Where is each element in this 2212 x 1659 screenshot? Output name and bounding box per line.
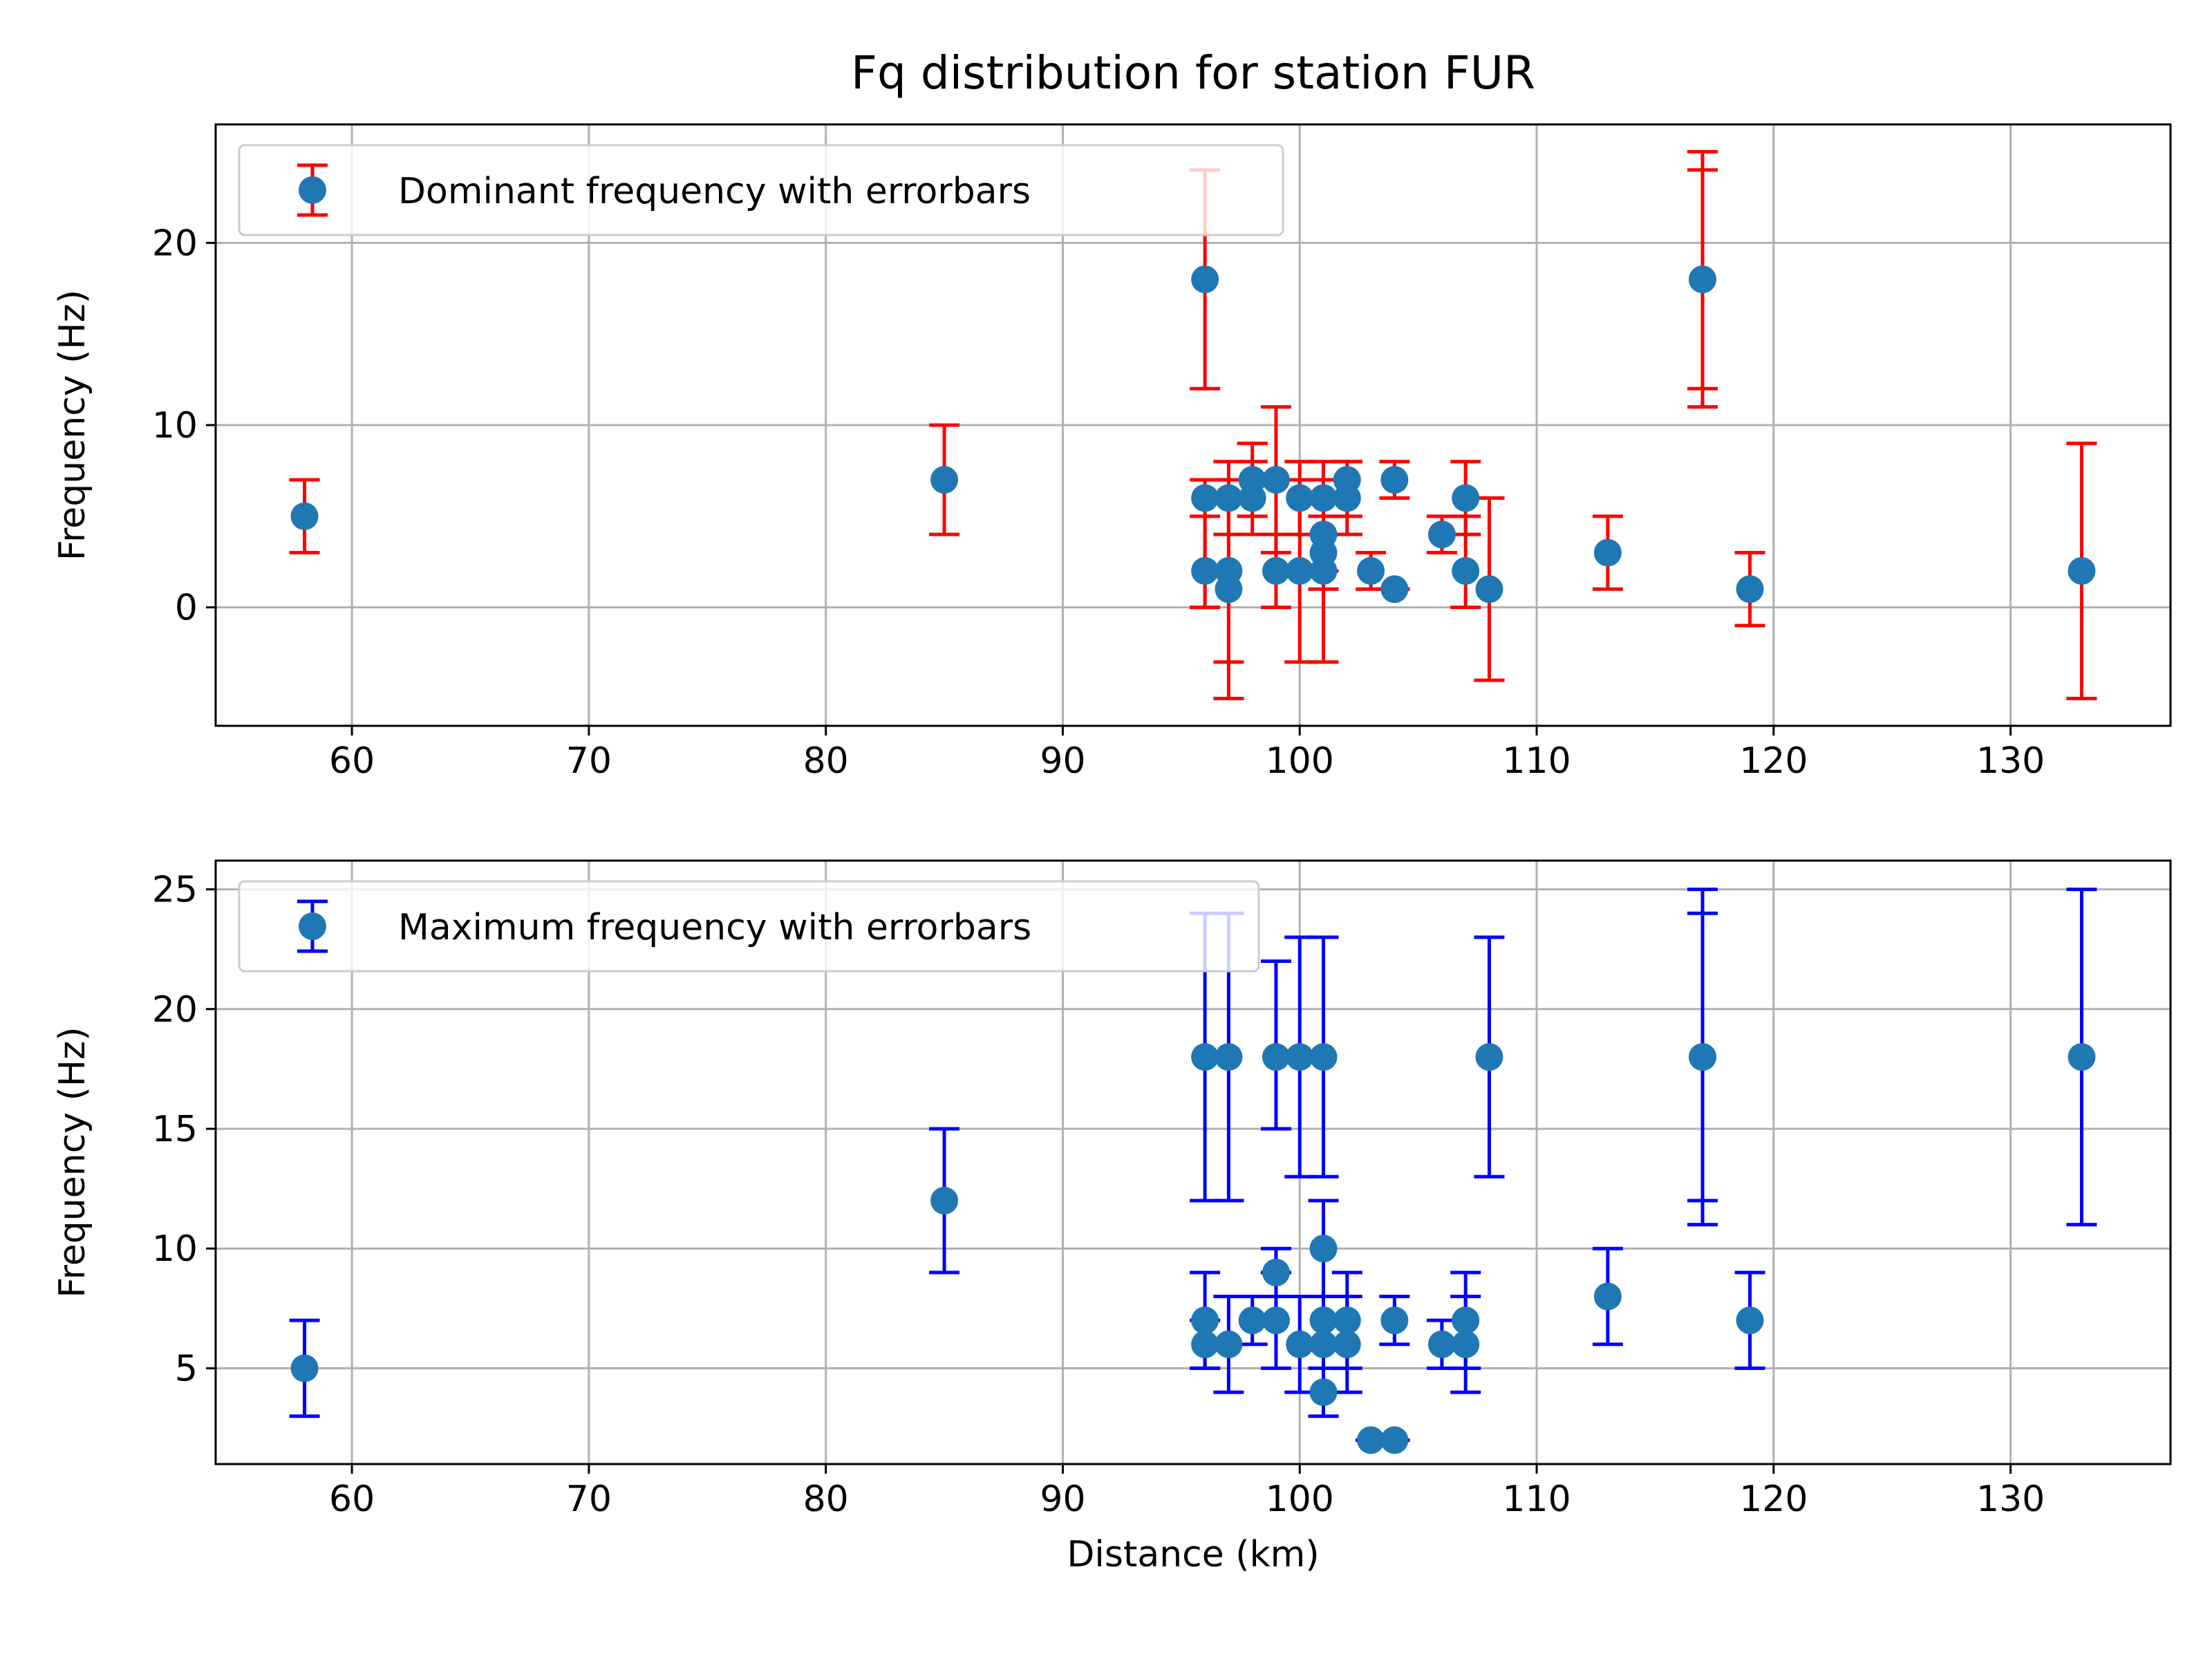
data-point [1427,521,1456,549]
legend-marker [299,912,326,940]
legend-box [238,880,1260,973]
data-point [1736,575,1764,603]
data-point [1380,466,1409,494]
data-point [1427,1330,1456,1358]
legend-label: Maximum frequency with errorbars [398,907,1031,948]
data-point [1380,1306,1409,1335]
legend: Dominant frequency with errorbars [238,144,1284,236]
x-tick-label: 130 [1976,1479,2045,1520]
x-tick-label: 120 [1739,1479,1808,1520]
data-point [1452,1330,1480,1358]
data-point [1475,575,1503,603]
data-point [1191,265,1219,294]
x-tick-label: 90 [1040,1479,1085,1520]
x-tick-label: 70 [566,740,612,782]
data-point [1215,1043,1243,1071]
data-point [1286,556,1314,585]
data-point [1309,1330,1338,1358]
data-point [1238,1306,1266,1335]
data-point [2068,1043,2096,1071]
data-point [1688,1043,1716,1071]
legend-box [238,144,1284,236]
data-point [1191,1306,1219,1335]
data-point [290,1354,319,1382]
data-point [1452,484,1480,512]
data-point [1593,1282,1622,1311]
y-tick-label: 10 [152,405,198,447]
x-tick-label: 120 [1739,740,1808,782]
data-point [1309,1043,1338,1071]
data-point [1333,1330,1361,1358]
y-tick-label: 0 [175,588,198,629]
data-point [1215,484,1243,512]
data-point [1286,484,1314,512]
x-tick-label: 70 [566,1479,612,1520]
x-tick-label: 100 [1266,1479,1334,1520]
data-point [1357,1426,1385,1454]
y-tick-label: 10 [152,1228,198,1270]
x-tick-label: 60 [329,1479,375,1520]
data-point [1215,1330,1243,1358]
data-point [930,466,959,494]
data-point [930,1186,959,1215]
x-tick-label: 80 [803,740,849,782]
x-tick-label: 130 [1976,740,2045,782]
data-point [1309,1235,1338,1263]
data-point [1333,484,1361,512]
data-point [1309,484,1338,512]
data-point [1688,265,1716,294]
data-point [1215,575,1243,603]
data-point [2068,556,2096,585]
data-point [1191,1330,1219,1358]
axes-frame [214,859,2172,1465]
data-point [1262,466,1290,494]
data-point [1452,1306,1480,1335]
chart-title: Fq distribution for station FUR [851,46,1535,100]
data-point [1191,1043,1219,1071]
data-point [1191,484,1219,512]
data-point [1357,556,1385,585]
data-point [1309,1378,1338,1407]
data-point [1191,556,1219,585]
x-tick-label: 60 [329,740,375,782]
data-point [1380,575,1409,603]
y-axis-label: Frequency (Hz) [52,290,93,561]
y-tick-label: 25 [152,870,198,911]
legend: Maximum frequency with errorbars [238,880,1260,973]
data-point [1309,556,1338,585]
x-tick-label: 110 [1502,740,1571,782]
data-point [1475,1043,1503,1071]
data-point [1736,1306,1764,1335]
legend-label: Dominant frequency with errorbars [398,171,1031,212]
data-point [1593,538,1622,567]
data-point [1309,1306,1338,1335]
data-point [1333,1306,1361,1335]
y-tick-label: 15 [152,1109,198,1150]
x-tick-label: 110 [1502,1479,1571,1520]
x-tick-label: 100 [1266,740,1334,782]
data-point [1452,556,1480,585]
data-point [290,502,319,530]
y-axis-label: Frequency (Hz) [52,1027,93,1297]
data-point [1262,556,1290,585]
x-tick-label: 80 [803,1479,849,1520]
data-point [1262,1043,1290,1071]
data-point [1262,1258,1290,1286]
legend-marker [299,176,326,204]
data-point [1238,484,1266,512]
top-subplot: 60 70 80 90 100 110 120 130 0 10 20 Frequency (Hz) D… [52,123,2172,782]
y-tick-label: 20 [152,223,198,264]
data-point [1380,1426,1409,1454]
y-tick-label: 5 [175,1348,198,1389]
bottom-subplot: 60 70 80 90 100 110 120 130 5 10 15 20 25 Frequency (… [52,859,2172,1575]
x-tick-label: 90 [1040,740,1085,782]
y-tick-label: 20 [152,989,198,1031]
data-point [1262,1306,1290,1335]
data-point [1286,1330,1314,1358]
x-axis-label: Distance (km) [1067,1534,1319,1575]
data-point [1286,1043,1314,1071]
